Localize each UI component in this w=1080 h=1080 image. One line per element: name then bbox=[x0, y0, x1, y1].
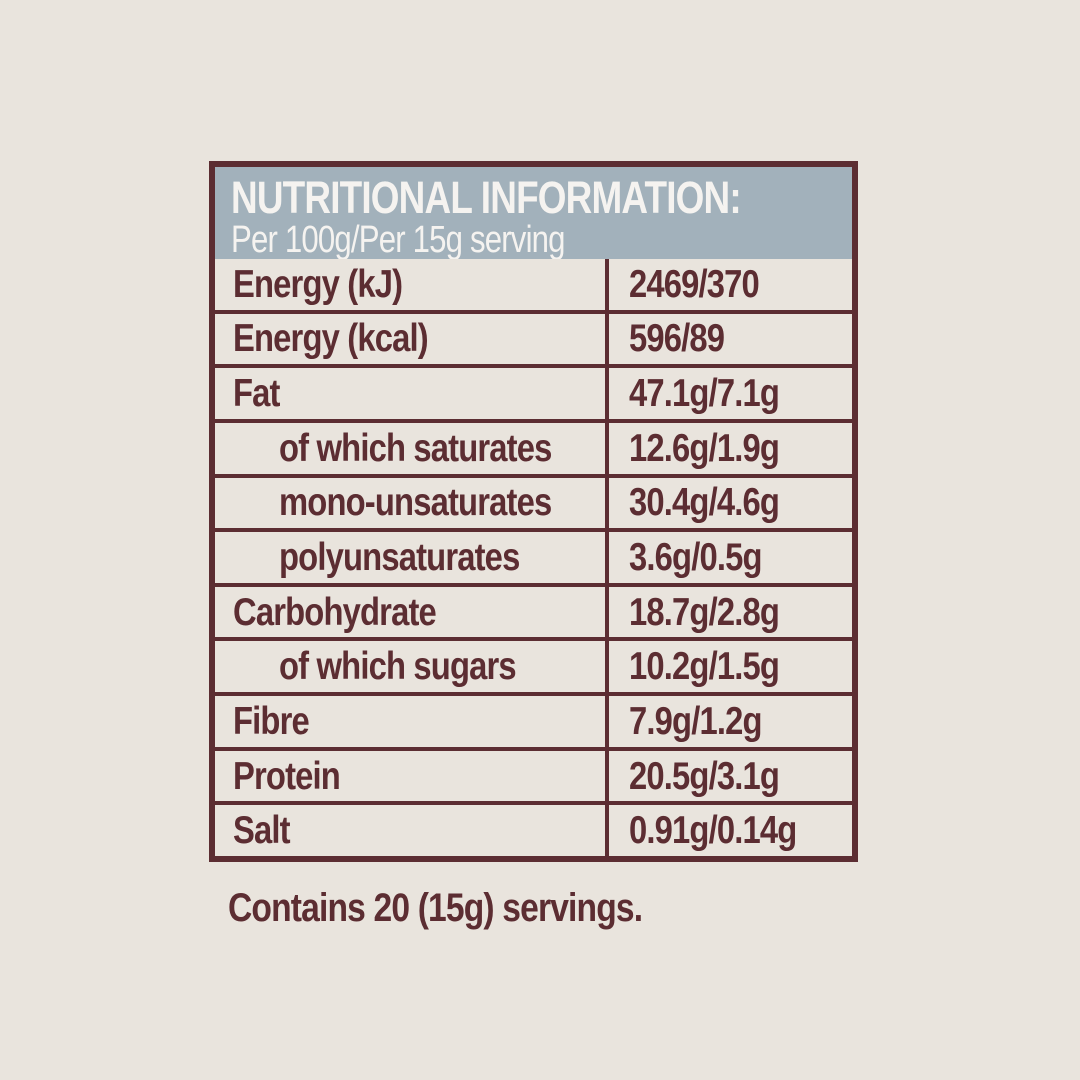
row-value: 7.9g/1.2g bbox=[629, 699, 762, 743]
row-value: 20.5g/3.1g bbox=[629, 754, 780, 798]
label-header: NUTRITIONAL INFORMATION: Per 100g/Per 15… bbox=[215, 167, 852, 259]
row-value-cell: 3.6g/0.5g bbox=[609, 532, 852, 583]
label-title: NUTRITIONAL INFORMATION: bbox=[231, 172, 742, 223]
row-label: Fat bbox=[233, 372, 280, 416]
row-value-cell: 47.1g/7.1g bbox=[609, 368, 852, 419]
row-label: polyunsaturates bbox=[279, 536, 520, 580]
row-label-cell: Salt bbox=[215, 805, 609, 857]
row-value-cell: 596/89 bbox=[609, 314, 852, 365]
row-value: 18.7g/2.8g bbox=[629, 590, 780, 634]
row-value: 2469/370 bbox=[629, 262, 760, 306]
row-label-cell: Energy (kcal) bbox=[215, 313, 609, 365]
row-label: Salt bbox=[233, 809, 291, 853]
row-value-cell: 20.5g/3.1g bbox=[609, 751, 852, 802]
row-value: 3.6g/0.5g bbox=[629, 536, 762, 580]
row-label: Protein bbox=[233, 754, 341, 798]
row-label-cell: Fibre bbox=[215, 696, 609, 747]
table-row: Energy (kJ) 2469/370 bbox=[215, 259, 852, 310]
row-label-cell: Carbohydrate bbox=[215, 586, 609, 638]
row-label-cell: polyunsaturates bbox=[215, 532, 609, 583]
row-value-cell: 18.7g/2.8g bbox=[609, 587, 852, 638]
row-value: 596/89 bbox=[629, 317, 725, 361]
table-row: Energy (kcal) 596/89 bbox=[215, 309, 852, 365]
row-label-cell: of which saturates bbox=[215, 422, 609, 474]
row-value-cell: 30.4g/4.6g bbox=[609, 478, 852, 529]
row-value-cell: 0.91g/0.14g bbox=[609, 805, 852, 856]
table-row: of which sugars 10.2g/1.5g bbox=[215, 637, 852, 693]
row-value: 47.1g/7.1g bbox=[629, 372, 780, 416]
row-value-cell: 12.6g/1.9g bbox=[609, 423, 852, 474]
row-label-cell: Energy (kJ) bbox=[215, 259, 609, 310]
table-row: mono-unsaturates 30.4g/4.6g bbox=[215, 473, 852, 529]
row-label: Energy (kcal) bbox=[233, 317, 429, 361]
row-label-cell: mono-unsaturates bbox=[215, 477, 609, 529]
table-row: Fibre 7.9g/1.2g bbox=[215, 692, 852, 747]
row-label: Fibre bbox=[233, 699, 310, 743]
nutrition-table: Energy (kJ) 2469/370 Energy (kcal) 596/8… bbox=[215, 259, 852, 857]
table-row: polyunsaturates 3.6g/0.5g bbox=[215, 528, 852, 583]
servings-note-text: Contains 20 (15g) servings. bbox=[228, 886, 643, 930]
row-label: of which saturates bbox=[279, 426, 552, 470]
row-value: 30.4g/4.6g bbox=[629, 481, 780, 525]
row-label-cell: Fat bbox=[215, 368, 609, 419]
row-value: 0.91g/0.14g bbox=[629, 809, 797, 853]
row-label-cell: Protein bbox=[215, 750, 609, 802]
row-value-cell: 7.9g/1.2g bbox=[609, 696, 852, 747]
row-value-cell: 2469/370 bbox=[609, 259, 852, 310]
row-label: Carbohydrate bbox=[233, 590, 437, 634]
servings-note: Contains 20 (15g) servings. bbox=[228, 888, 721, 928]
row-value: 10.2g/1.5g bbox=[629, 645, 780, 689]
nutrition-label: NUTRITIONAL INFORMATION: Per 100g/Per 15… bbox=[209, 161, 858, 862]
table-row: Fat 47.1g/7.1g bbox=[215, 364, 852, 419]
row-value: 12.6g/1.9g bbox=[629, 426, 780, 470]
table-row: Salt 0.91g/0.14g bbox=[215, 801, 852, 857]
row-value-cell: 10.2g/1.5g bbox=[609, 641, 852, 692]
table-row: of which saturates 12.6g/1.9g bbox=[215, 418, 852, 474]
row-label-cell: of which sugars bbox=[215, 641, 609, 693]
row-label: of which sugars bbox=[279, 645, 517, 689]
label-subtitle: Per 100g/Per 15g serving bbox=[231, 219, 566, 259]
table-row: Carbohydrate 18.7g/2.8g bbox=[215, 582, 852, 638]
row-label: mono-unsaturates bbox=[279, 481, 552, 525]
table-row: Protein 20.5g/3.1g bbox=[215, 746, 852, 802]
row-label: Energy (kJ) bbox=[233, 262, 403, 306]
